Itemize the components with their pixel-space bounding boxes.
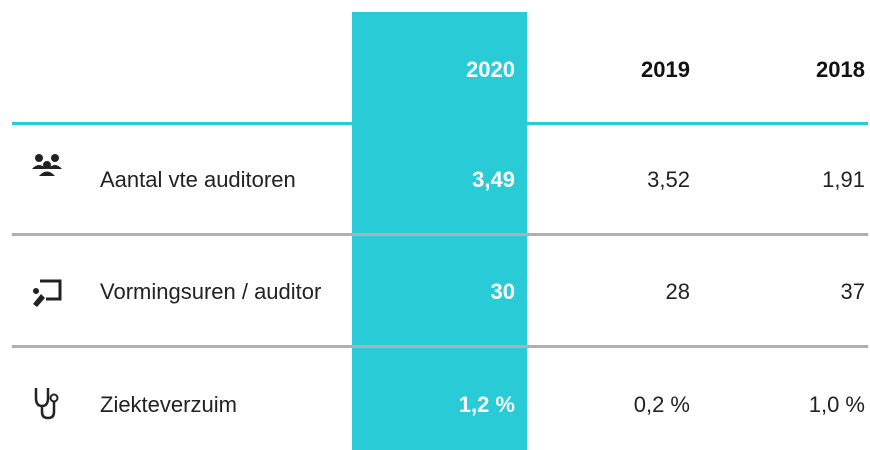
people-icon <box>32 154 62 176</box>
row-label: Vormingsuren / auditor <box>100 279 322 304</box>
value-cell: 1,2 % <box>458 392 515 417</box>
column-header: 2020 <box>466 57 515 82</box>
training-icon <box>33 279 62 307</box>
value-cell: 3,49 <box>472 167 515 192</box>
row-rule <box>12 345 868 348</box>
stethoscope-icon <box>34 388 59 420</box>
row-rule <box>12 233 868 236</box>
column-header: 2019 <box>641 57 690 82</box>
value-cell: 1,91 <box>822 167 865 192</box>
header-rule <box>12 122 868 125</box>
value-cell: 37 <box>840 279 865 304</box>
value-cell: 1,0 % <box>808 392 865 417</box>
value-cell: 3,52 <box>647 167 690 192</box>
value-cell: 0,2 % <box>633 392 690 417</box>
value-cell: 28 <box>665 279 690 304</box>
row-label: Aantal vte auditoren <box>100 167 296 192</box>
column-header: 2018 <box>816 57 865 82</box>
row-label: Ziekteverzuim <box>100 392 237 417</box>
highlight-column <box>352 12 527 450</box>
value-cell: 30 <box>490 279 515 304</box>
